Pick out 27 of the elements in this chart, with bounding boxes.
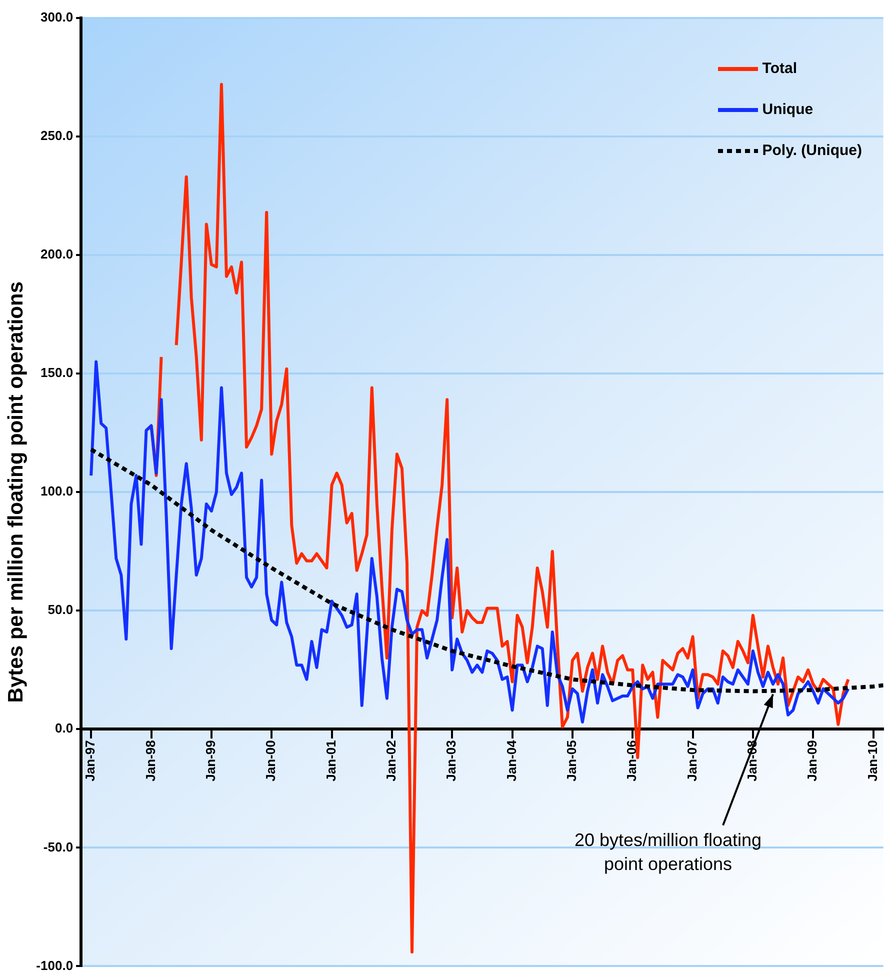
x-tick-label: Jan-09: [804, 740, 820, 782]
legend-label: Unique: [762, 101, 814, 118]
x-tick-label: Jan-07: [684, 740, 700, 782]
x-tick-label: Jan-99: [203, 740, 218, 782]
y-tick-label: -100.0: [36, 958, 74, 973]
y-tick-label: 150.0: [40, 365, 74, 380]
x-tick-label: Jan-05: [564, 740, 580, 782]
x-tick-label: Jan-97: [82, 740, 98, 782]
legend-label: Total: [762, 60, 797, 77]
y-tick-label: 300.0: [40, 10, 74, 25]
x-tick-label: Jan-98: [142, 740, 158, 782]
y-tick-label: 200.0: [40, 246, 74, 262]
x-tick-label: Jan-00: [263, 740, 278, 782]
x-tick-label: Jan-02: [384, 740, 399, 782]
y-tick-label: 50.0: [48, 602, 74, 618]
y-tick-label: 100.0: [40, 484, 74, 499]
x-tick-label: Jan-03: [444, 740, 459, 782]
x-tick-label: Jan-06: [624, 740, 640, 782]
y-axis-title: Bytes per million floating point operations: [4, 282, 28, 703]
y-tick-label: -50.0: [43, 839, 74, 854]
y-tick-label: 0.0: [54, 720, 74, 736]
y-tick-label: 250.0: [40, 128, 74, 144]
x-tick-label: Jan-04: [504, 739, 519, 782]
annotation: 20 bytes/million floating point operations: [574, 830, 762, 874]
x-tick-label: Jan-10: [864, 740, 880, 782]
legend-label: Poly. (Unique): [762, 142, 862, 159]
x-tick-label: Jan-01: [323, 740, 338, 782]
